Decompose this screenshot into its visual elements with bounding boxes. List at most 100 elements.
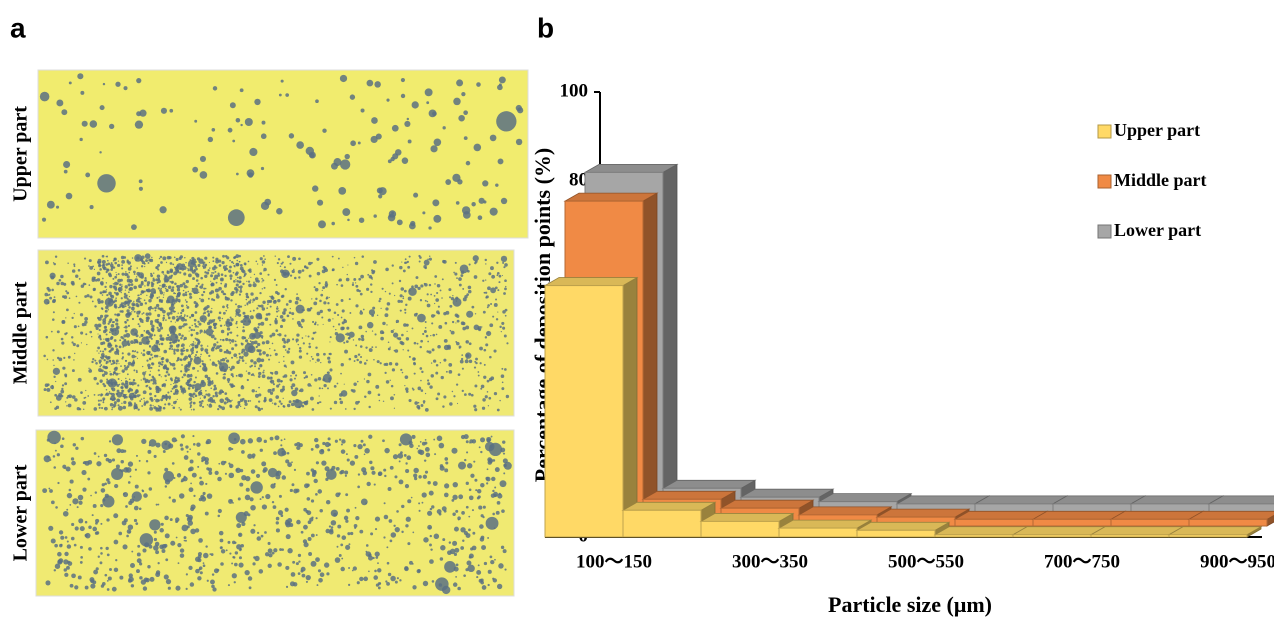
particle-dot bbox=[204, 275, 207, 278]
particle-dot bbox=[425, 471, 428, 474]
particle-dot bbox=[329, 353, 332, 356]
particle-dot bbox=[46, 388, 50, 392]
particle-dot bbox=[489, 356, 492, 359]
particle-dot bbox=[135, 278, 139, 282]
particle-dot bbox=[160, 307, 164, 311]
particle-dot bbox=[311, 374, 313, 376]
particle-dot bbox=[199, 481, 204, 486]
particle-dot bbox=[136, 78, 141, 83]
particle-dot bbox=[193, 260, 195, 262]
particle-dot bbox=[85, 283, 87, 285]
particle-dot bbox=[87, 478, 90, 481]
particle-dot bbox=[131, 363, 133, 365]
particle-dot bbox=[63, 161, 70, 168]
particle-dot bbox=[44, 293, 48, 297]
particle-dot bbox=[336, 467, 340, 471]
particle-dot bbox=[365, 331, 367, 333]
particle-dot bbox=[264, 258, 266, 260]
particle-dot bbox=[236, 361, 239, 364]
particle-dot bbox=[234, 256, 237, 259]
particle-dot bbox=[207, 345, 208, 346]
particle-dot bbox=[192, 167, 198, 173]
particle-dot bbox=[311, 356, 313, 358]
particle-dot bbox=[71, 341, 73, 343]
particle-dot bbox=[469, 496, 474, 501]
particle-dot bbox=[100, 281, 104, 285]
particle-dot bbox=[123, 301, 127, 305]
particle-dot bbox=[482, 585, 487, 590]
particle-dot bbox=[102, 260, 106, 264]
bar-top bbox=[643, 491, 735, 499]
particle-dot bbox=[425, 393, 426, 394]
particle-dot bbox=[329, 368, 332, 371]
particle-dot bbox=[132, 350, 134, 352]
particle-dot bbox=[106, 256, 107, 257]
particle-dot bbox=[211, 308, 212, 309]
particle-dot bbox=[194, 120, 197, 123]
particle-dot bbox=[285, 288, 287, 290]
particle-dot bbox=[169, 307, 172, 310]
particle-dot bbox=[268, 564, 272, 568]
particle-dot bbox=[182, 393, 183, 394]
particle-dot bbox=[194, 270, 196, 272]
particle-dot bbox=[270, 483, 275, 488]
particle-dot bbox=[405, 462, 407, 464]
particle-dot bbox=[150, 379, 152, 381]
particle-dot bbox=[170, 270, 173, 273]
particle-dot bbox=[316, 534, 318, 536]
particle-dot bbox=[228, 432, 240, 444]
particle-dot bbox=[165, 287, 167, 289]
particle-dot bbox=[181, 345, 183, 347]
particle-dot bbox=[204, 257, 207, 260]
particle-dot bbox=[278, 510, 283, 515]
particle-dot bbox=[213, 86, 217, 90]
particle-dot bbox=[183, 373, 186, 376]
particle-dot bbox=[445, 461, 448, 464]
particle-dot bbox=[66, 467, 71, 472]
particle-dot bbox=[265, 494, 270, 499]
particle-dot bbox=[516, 105, 522, 111]
particle-dot bbox=[291, 572, 296, 577]
particle-dot bbox=[193, 341, 194, 342]
particle-dot bbox=[114, 351, 118, 355]
particle-dot bbox=[178, 562, 180, 564]
particle-dot bbox=[399, 479, 404, 484]
particle-dot bbox=[495, 299, 497, 301]
particle-dot bbox=[48, 488, 50, 490]
particle-dot bbox=[93, 570, 98, 575]
particle-dot bbox=[427, 382, 430, 385]
particle-dot bbox=[88, 368, 89, 369]
particle-dot bbox=[141, 313, 143, 315]
particle-dot bbox=[159, 285, 160, 286]
particle-dot bbox=[311, 298, 312, 299]
particle-dot bbox=[412, 435, 416, 439]
particle-dot bbox=[409, 223, 416, 230]
particle-dot bbox=[93, 377, 96, 380]
particle-dot bbox=[312, 321, 314, 323]
particle-dot bbox=[64, 382, 67, 385]
particle-dot bbox=[205, 393, 207, 395]
particle-dot bbox=[163, 471, 174, 482]
particle-dot bbox=[132, 491, 142, 501]
particle-dot bbox=[119, 290, 121, 292]
particle-dot bbox=[248, 372, 251, 375]
particle-dot bbox=[499, 275, 502, 278]
particle-dot bbox=[163, 450, 166, 453]
particle-dot bbox=[242, 398, 245, 401]
particle-dot bbox=[393, 525, 395, 527]
particle-dot bbox=[357, 581, 360, 584]
particle-dot bbox=[245, 363, 246, 364]
particle-dot bbox=[240, 469, 243, 472]
particle-dot bbox=[61, 342, 64, 345]
particle-dot bbox=[235, 341, 237, 343]
particle-dot bbox=[177, 340, 178, 341]
particle-dot bbox=[433, 439, 435, 441]
particle-dot bbox=[434, 453, 436, 455]
particle-dot bbox=[139, 400, 141, 402]
particle-dot bbox=[200, 171, 208, 179]
particle-dot bbox=[446, 371, 448, 373]
particle-dot bbox=[174, 283, 177, 286]
particle-dot bbox=[307, 308, 311, 312]
particle-dot bbox=[166, 371, 169, 374]
particle-dot bbox=[296, 293, 298, 295]
